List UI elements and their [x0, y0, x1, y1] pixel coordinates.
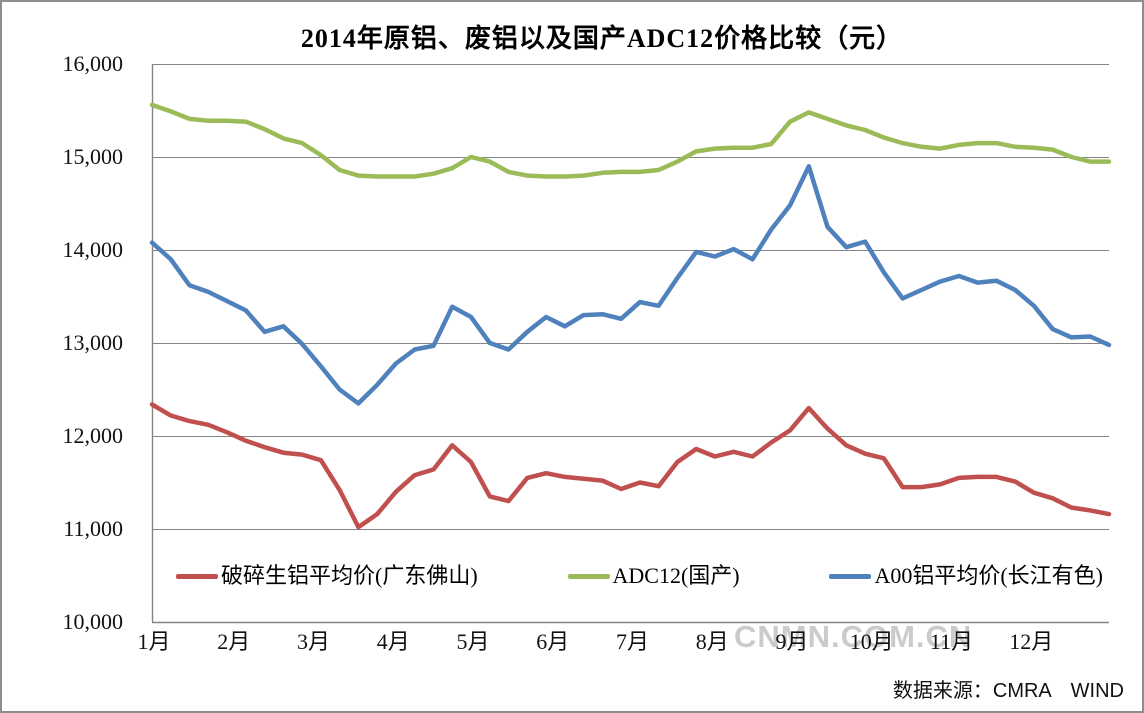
series-line-3 — [149, 164, 1112, 406]
series-line-1 — [149, 402, 1112, 530]
legend-item-2: ADC12(国产) — [567, 561, 740, 591]
y-tick-label: 13,000 — [62, 330, 124, 355]
y-tick-label: 11,000 — [63, 516, 123, 541]
x-tick-label: 6月 — [536, 629, 570, 654]
y-tick-label: 15,000 — [62, 144, 124, 169]
x-tick-label: 12月 — [1009, 629, 1054, 654]
x-tick-label: 7月 — [615, 629, 650, 654]
y-tick-label: 12,000 — [62, 423, 124, 448]
legend-swatch-icon — [567, 573, 610, 579]
legend-item-3: A00铝平均价(长江有色) — [829, 561, 1103, 591]
legend-label: ADC12(国产) — [612, 563, 740, 588]
x-tick-label: 8月 — [695, 629, 729, 654]
y-tick-label: 16,000 — [62, 51, 124, 76]
x-tick-label: 3月 — [296, 629, 331, 654]
chart-title: 2014年原铝、废铝以及国产ADC12价格比较（元） — [300, 24, 904, 53]
legend-swatch-icon — [176, 573, 218, 579]
legend: 破碎生铝平均价(广东佛山) ADC12(国产) A00铝平均价(长江有色) — [152, 560, 1109, 592]
legend-swatch-icon — [829, 573, 872, 579]
x-tick-label: 11月 — [929, 629, 974, 654]
legend-label: A00铝平均价(长江有色) — [874, 563, 1103, 588]
x-tick-label: 9月 — [775, 629, 809, 654]
data-source-note: 数据来源：CMRA WIND — [892, 680, 1124, 702]
y-tick-label: 10,000 — [62, 609, 124, 634]
y-tick-label: 14,000 — [62, 237, 124, 262]
legend-label: 破碎生铝平均价(广东佛山) — [221, 563, 478, 588]
x-tick-label: 5月 — [456, 629, 490, 654]
watermark: CNMN.COM.CN — [734, 619, 973, 654]
x-tick-label: 1月 — [137, 629, 171, 654]
x-tick-label: 4月 — [376, 629, 410, 654]
series-line-2 — [149, 102, 1112, 179]
x-tick-label: 10月 — [849, 629, 894, 654]
x-tick-label: 2月 — [217, 629, 251, 654]
legend-item-1: 破碎生铝平均价(广东佛山) — [176, 561, 478, 591]
